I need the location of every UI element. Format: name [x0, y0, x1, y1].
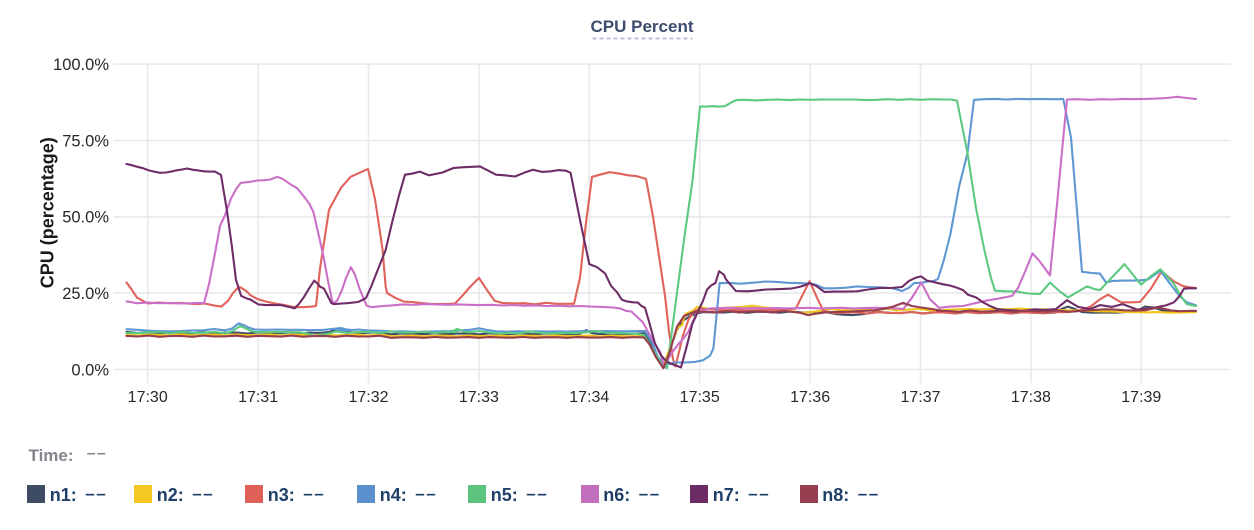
- svg-text:50.0%: 50.0%: [62, 209, 109, 227]
- svg-text:100.0%: 100.0%: [53, 56, 109, 74]
- svg-text:25.0%: 25.0%: [62, 285, 109, 303]
- svg-text:17:31: 17:31: [238, 389, 278, 406]
- svg-text:17:38: 17:38: [1011, 389, 1051, 406]
- svg-text:17:33: 17:33: [459, 389, 499, 406]
- svg-text:17:37: 17:37: [900, 389, 940, 406]
- svg-text:17:36: 17:36: [790, 389, 830, 406]
- svg-text:17:39: 17:39: [1121, 389, 1161, 406]
- svg-text:CPU (percentage): CPU (percentage): [37, 137, 57, 288]
- svg-text:0.0%: 0.0%: [71, 361, 109, 379]
- svg-text:17:34: 17:34: [569, 389, 609, 406]
- svg-text:17:30: 17:30: [128, 389, 168, 406]
- svg-text:17:35: 17:35: [680, 389, 720, 406]
- svg-text:17:32: 17:32: [348, 389, 388, 406]
- svg-text:75.0%: 75.0%: [62, 132, 109, 150]
